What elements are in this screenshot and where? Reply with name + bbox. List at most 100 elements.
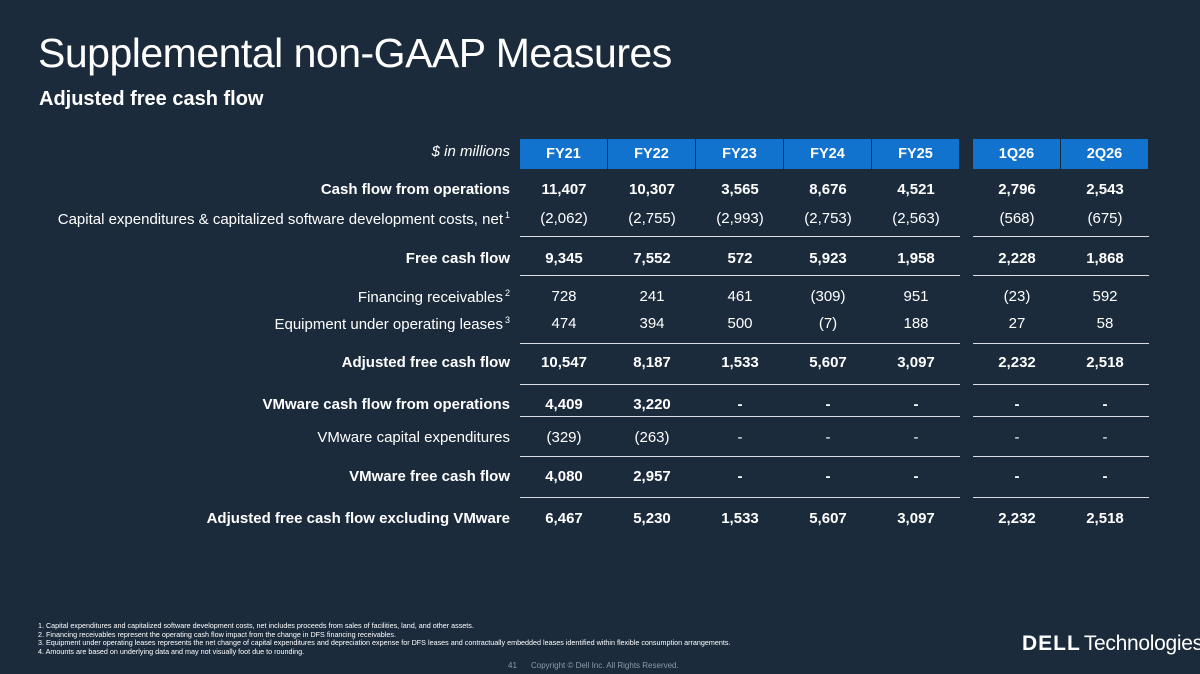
table-cell: 461 [727, 288, 753, 305]
footnote-2: 2. Financing receivables represent the o… [38, 629, 396, 639]
divider-rule [973, 456, 1149, 457]
row-label: Cash flow from operations [321, 181, 510, 198]
table-cell: - [913, 396, 919, 413]
column-header: FY24 [784, 139, 871, 169]
table-cell: (675) [1087, 210, 1123, 227]
footnote-3: 3. Equipment under operating leases repr… [38, 638, 731, 648]
table-cell: (23) [1003, 288, 1031, 305]
row-label: VMware capital expenditures [317, 429, 510, 446]
column-header: FY23 [696, 139, 783, 169]
column-header: 1Q26 [973, 139, 1060, 169]
table-cell: (7) [818, 315, 838, 332]
table-cell: 58 [1096, 315, 1114, 332]
table-cell: - [913, 468, 919, 485]
table-cell: (2,993) [716, 210, 764, 227]
table-cell: 394 [639, 315, 665, 332]
table-cell: 3,565 [721, 181, 759, 198]
table-cell: 4,080 [545, 468, 583, 485]
table-cell: 8,187 [633, 354, 671, 371]
divider-rule [973, 384, 1149, 385]
divider-rule [973, 236, 1149, 237]
footnote-4: 4. Amounts are based on underlying data … [38, 647, 305, 657]
footnote-ref: 3 [504, 315, 510, 325]
table-cell: (329) [546, 429, 582, 446]
row-label-text: Free cash flow [405, 250, 510, 267]
table-cell: - [825, 468, 831, 485]
table-cell: - [913, 429, 919, 446]
divider-rule [520, 275, 960, 276]
page-number: 41 [508, 661, 517, 670]
table-cell: 3,220 [633, 396, 671, 413]
row-label: Equipment under operating leases 3 [274, 315, 510, 333]
table-cell: (2,062) [540, 210, 588, 227]
unit-label: $ in millions [431, 143, 510, 160]
table-cell: 728 [551, 288, 577, 305]
row-label: Free cash flow [406, 250, 510, 267]
copyright: Copyright © Dell Inc. All Rights Reserve… [531, 661, 679, 670]
row-label: Adjusted free cash flow [342, 354, 510, 371]
table-cell: 27 [1008, 315, 1026, 332]
table-cell: - [1014, 468, 1020, 485]
divider-rule [520, 416, 960, 417]
table-cell: 11,407 [541, 181, 587, 198]
column-header: 2Q26 [1061, 139, 1148, 169]
table-cell: 10,547 [541, 354, 587, 371]
row-label: Capital expenditures & capitalized softw… [58, 210, 510, 228]
table-cell: - [737, 396, 743, 413]
table-cell: - [1102, 396, 1108, 413]
table-cell: 241 [639, 288, 665, 305]
table-cell: (568) [999, 210, 1035, 227]
row-label-text: Adjusted free cash flow excluding VMware [206, 510, 510, 527]
divider-rule [973, 275, 1149, 276]
table-cell: 1,533 [721, 354, 759, 371]
divider-rule [973, 497, 1149, 498]
footnote-1: 1. Capital expenditures and capitalized … [38, 621, 474, 630]
table-cell: 2,543 [1086, 181, 1124, 198]
table-cell: 2,518 [1086, 510, 1124, 527]
table-cell: 3,097 [897, 510, 935, 527]
table-cell: 2,232 [998, 354, 1036, 371]
table-cell: 3,097 [897, 354, 935, 371]
table-cell: - [1102, 468, 1108, 485]
divider-rule [520, 384, 960, 385]
table-cell: 1,958 [897, 250, 935, 267]
row-label-text: VMware cash flow from operations [262, 396, 510, 413]
divider-rule [520, 456, 960, 457]
table-cell: 6,467 [545, 510, 583, 527]
row-label-text: VMware free cash flow [349, 468, 510, 485]
table-cell: 2,518 [1086, 354, 1124, 371]
footnote-ref: 2 [504, 288, 510, 298]
divider-rule [973, 416, 1149, 417]
table-cell: (263) [634, 429, 670, 446]
table-cell: - [737, 429, 743, 446]
table-cell: (2,563) [892, 210, 940, 227]
divider-rule [520, 343, 960, 344]
divider-rule [973, 343, 1149, 344]
table-cell: 5,607 [809, 354, 847, 371]
table-cell: - [825, 396, 831, 413]
slide-title: Supplemental non-GAAP Measures [38, 30, 672, 76]
row-label: Financing receivables 2 [358, 288, 510, 306]
table-cell: 592 [1092, 288, 1118, 305]
column-header: FY21 [520, 139, 607, 169]
table-cell: (2,753) [804, 210, 852, 227]
footnote-ref: 1 [504, 210, 510, 220]
table-cell: 572 [727, 250, 753, 267]
row-label-text: Adjusted free cash flow [341, 354, 510, 371]
table-cell: 5,230 [633, 510, 671, 527]
table-cell: - [825, 429, 831, 446]
row-label: VMware cash flow from operations [262, 396, 510, 413]
table-cell: 4,409 [545, 396, 583, 413]
table-cell: (2,755) [628, 210, 676, 227]
divider-rule [520, 497, 960, 498]
row-label-text: Cash flow from operations [320, 181, 510, 198]
table-cell: 2,232 [998, 510, 1036, 527]
table-cell: - [1102, 429, 1108, 446]
column-header: FY22 [608, 139, 695, 169]
table-cell: 8,676 [809, 181, 847, 198]
table-cell: 188 [903, 315, 929, 332]
row-label: VMware free cash flow [349, 468, 510, 485]
table-cell: 1,868 [1086, 250, 1124, 267]
slide-subtitle: Adjusted free cash flow [39, 88, 264, 110]
row-label-text: Capital expenditures & capitalized softw… [57, 211, 503, 228]
